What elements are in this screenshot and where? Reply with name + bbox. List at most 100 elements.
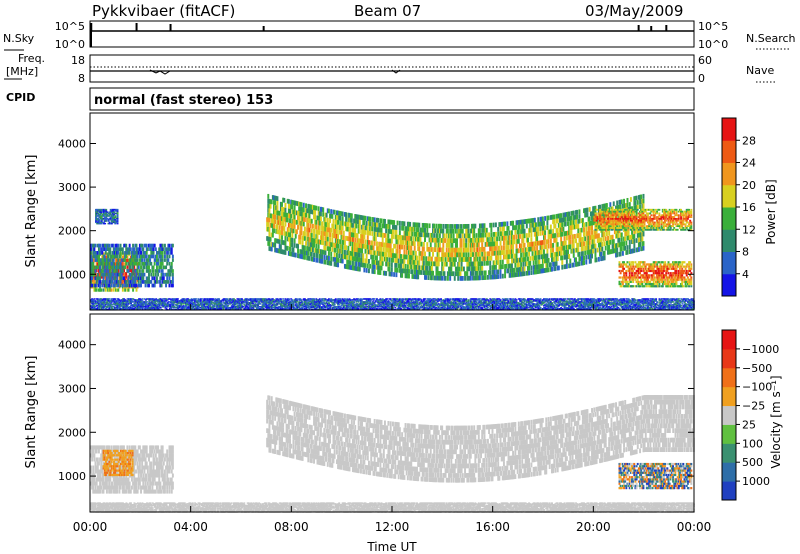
power-cell (167, 280, 169, 284)
power-cell (283, 226, 285, 231)
power-cell (297, 225, 299, 230)
power-cell (276, 206, 278, 211)
power-cell (153, 255, 155, 259)
power-cell (150, 280, 152, 284)
power-cell (157, 262, 159, 266)
power-cell (314, 215, 316, 220)
nsky-trace (90, 23, 694, 47)
power-cell (171, 247, 173, 251)
power-cell (164, 244, 166, 248)
power-cell (129, 251, 131, 255)
power-cell (114, 284, 116, 288)
power-cell (136, 244, 138, 248)
power-cell (319, 221, 321, 226)
power-cell (172, 255, 174, 259)
power-cell (289, 218, 291, 223)
power-cell (302, 240, 304, 245)
power-cell (154, 276, 156, 280)
power-cell (313, 243, 315, 248)
power-cell (117, 284, 119, 288)
power-cell (96, 288, 98, 291)
power-cell (299, 240, 301, 245)
power-cell (132, 269, 134, 273)
power-cell (168, 284, 170, 288)
power-cell (122, 251, 124, 255)
power-cell (136, 284, 138, 288)
power-cell (342, 245, 344, 250)
power-cell (307, 251, 309, 256)
power-cell (116, 255, 118, 259)
power-cell (120, 284, 122, 288)
power-cell (281, 235, 283, 240)
power-cell (117, 244, 119, 248)
nsearch-tick-bottom: 10^0 (698, 38, 728, 51)
power-cell (276, 196, 278, 201)
power-cell (322, 240, 324, 245)
power-cell (158, 269, 160, 273)
power-cell (328, 223, 330, 228)
power-cell (328, 256, 330, 261)
power-cell (342, 221, 344, 226)
power-cell (146, 251, 148, 255)
power-cell (318, 244, 320, 249)
power-cell (279, 225, 281, 230)
power-cell (276, 201, 278, 206)
power-cell (165, 266, 167, 270)
power-cell (146, 255, 148, 259)
power-cell (314, 210, 316, 215)
power-cell (268, 218, 270, 223)
power-cell (148, 273, 150, 277)
nave-tick-bottom: 0 (698, 72, 705, 85)
power-cell (328, 209, 330, 214)
power-cell (315, 225, 317, 230)
power-cell (125, 244, 127, 248)
power-cell (270, 204, 272, 209)
power-cell (140, 266, 142, 270)
power-cell (95, 244, 97, 248)
power-cell (281, 230, 283, 235)
power-cell (315, 244, 317, 249)
date-title: 03/May/2009 (585, 2, 683, 20)
power-cell (330, 256, 332, 261)
power-cell (337, 263, 339, 268)
power-cell (136, 273, 138, 277)
power-cell (288, 199, 290, 204)
power-cell (113, 244, 115, 248)
power-cell (331, 238, 333, 243)
power-cell (346, 255, 348, 260)
power-cell (342, 226, 344, 231)
power-cell (149, 269, 151, 273)
power-cell (162, 269, 164, 273)
power-cell (107, 262, 109, 266)
power-cell (137, 255, 139, 259)
power-cell (141, 258, 143, 262)
power-cell (154, 244, 156, 248)
power-cell (162, 258, 164, 262)
power-cell (304, 255, 306, 260)
power-cell (142, 247, 144, 251)
power-cell (268, 232, 270, 237)
power-cell (300, 231, 302, 236)
power-cell (117, 251, 119, 255)
power-cell (292, 229, 294, 234)
power-cell (313, 252, 315, 257)
power-cell (344, 240, 346, 245)
power-cell (304, 236, 306, 241)
power-cell (171, 266, 173, 270)
power-cell (312, 224, 314, 229)
power-cell (325, 246, 327, 251)
power-cell (315, 220, 317, 225)
power-cell (279, 211, 281, 216)
power-cell (163, 247, 165, 251)
power-cell (116, 262, 118, 266)
power-cell (148, 276, 150, 280)
power-cell (137, 258, 139, 262)
power-cell (291, 238, 293, 243)
power-cell (109, 258, 111, 262)
power-cell (347, 246, 349, 251)
power-cell (136, 262, 138, 266)
power-cell (329, 237, 331, 242)
power-cell (345, 212, 347, 217)
power-cell (330, 228, 332, 233)
power-cell (150, 262, 152, 266)
